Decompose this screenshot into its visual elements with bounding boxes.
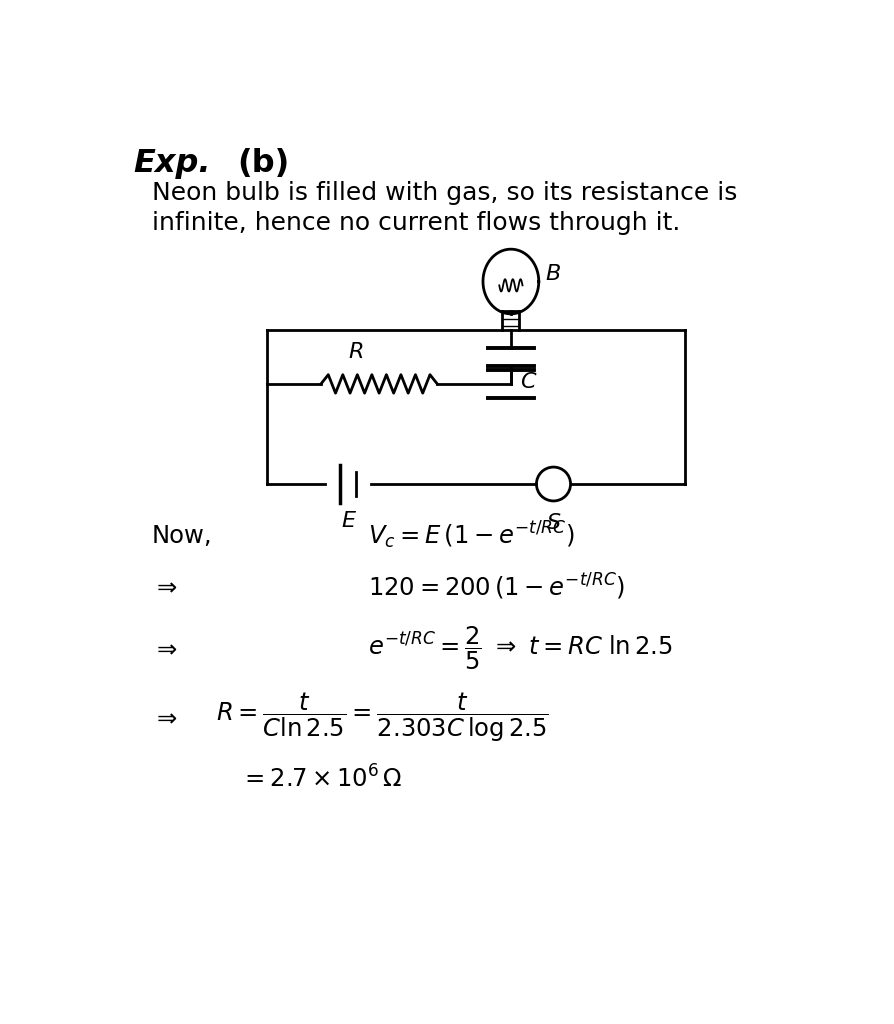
Text: B: B — [545, 264, 561, 284]
Text: $120 = 200\,(1 - e^{-t/RC})$: $120 = 200\,(1 - e^{-t/RC})$ — [367, 571, 625, 601]
Text: S: S — [546, 513, 561, 534]
Text: $V_c = E\,(1 - e^{-t/RC})$: $V_c = E\,(1 - e^{-t/RC})$ — [367, 520, 574, 551]
Text: R: R — [348, 342, 364, 362]
Text: $\Rightarrow$: $\Rightarrow$ — [152, 574, 178, 598]
Text: Neon bulb is filled with gas, so its resistance is: Neon bulb is filled with gas, so its res… — [152, 181, 738, 206]
Text: C: C — [520, 373, 536, 392]
Text: (b): (b) — [237, 147, 290, 178]
Text: $\Rightarrow$: $\Rightarrow$ — [152, 636, 178, 660]
Text: Now,: Now, — [152, 523, 213, 548]
Text: Exp.: Exp. — [133, 147, 211, 178]
Text: E: E — [342, 511, 355, 531]
Text: $\Rightarrow$: $\Rightarrow$ — [152, 706, 178, 729]
Text: $R = \dfrac{t}{C\ln 2.5} = \dfrac{t}{2.303C\,\log 2.5}$: $R = \dfrac{t}{C\ln 2.5} = \dfrac{t}{2.3… — [216, 690, 549, 744]
Text: $e^{-t/RC} = \dfrac{2}{5}\ \Rightarrow\ t = RC\;\ln 2.5$: $e^{-t/RC} = \dfrac{2}{5}\ \Rightarrow\ … — [367, 625, 672, 672]
Text: $= 2.7 \times 10^{6}\,\Omega$: $= 2.7 \times 10^{6}\,\Omega$ — [240, 765, 402, 793]
Text: infinite, hence no current flows through it.: infinite, hence no current flows through… — [152, 211, 680, 234]
